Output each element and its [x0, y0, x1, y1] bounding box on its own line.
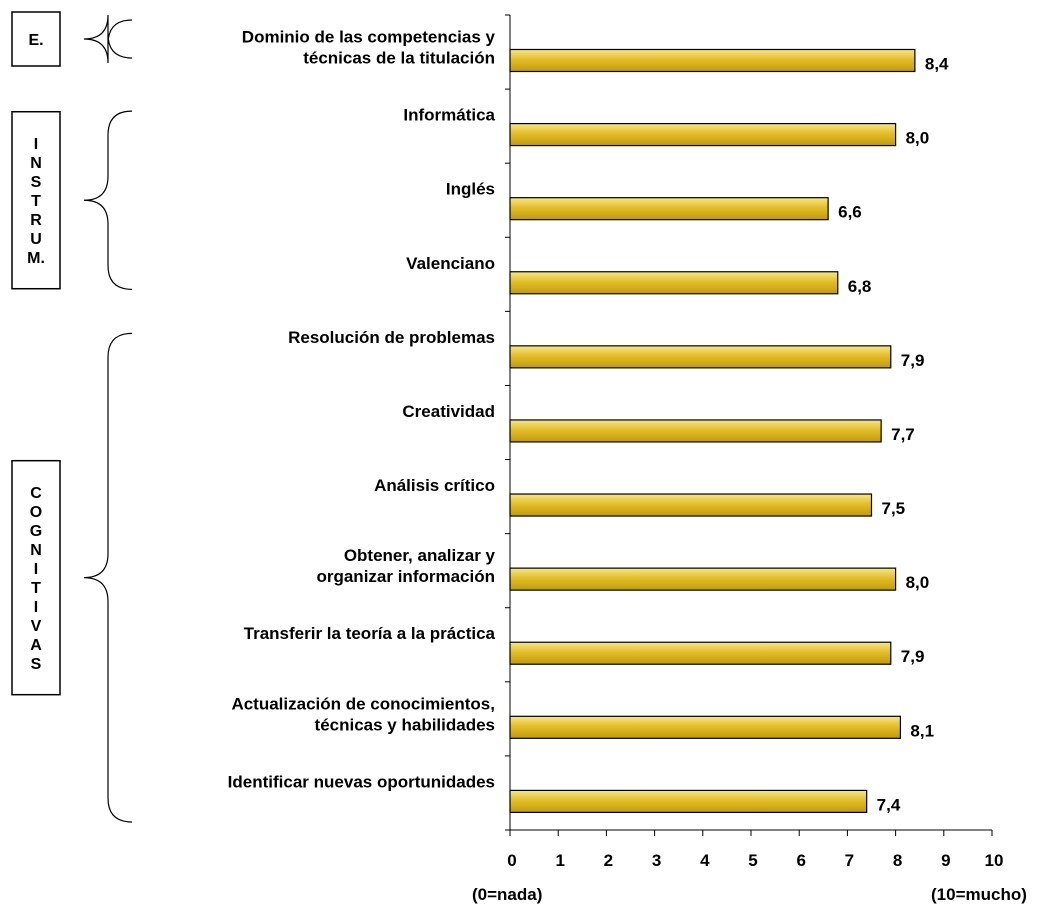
category-label: Transferir la teoría a la práctica — [244, 624, 496, 643]
value-labels: 8,4 8,0 6,6 6,8 7,9 7,7 7,5 8,0 7,9 8,1 7,4 — [838, 54, 949, 814]
group-letter: U — [30, 231, 42, 248]
x-tick-label: 8 — [893, 851, 902, 870]
x-tick-labels: 0 1 2 3 4 5 6 7 8 9 10 — [507, 851, 1003, 870]
group-letter: R — [30, 212, 42, 229]
category-label: Análisis crítico — [374, 476, 495, 495]
value-label: 8,0 — [906, 573, 930, 592]
bar — [509, 345, 892, 369]
group-bracket — [83, 110, 133, 290]
x-tick-label: 3 — [652, 851, 661, 870]
x-tick-label: 2 — [604, 851, 613, 870]
group-bracket — [83, 332, 133, 823]
value-label: 7,5 — [882, 499, 906, 518]
group-letter: T — [31, 193, 41, 210]
x-tick-label: 6 — [796, 851, 805, 870]
category-label: Obtener, analizar y organizar información — [316, 546, 495, 586]
x-tick-label: 0 — [507, 851, 516, 870]
x-tick-label: 5 — [748, 851, 757, 870]
x-tick-label: 7 — [845, 851, 854, 870]
group-letter: V — [31, 618, 42, 635]
group-letter: S — [31, 174, 42, 191]
group-letter: C — [30, 485, 42, 502]
group-letter: G — [30, 523, 42, 540]
bar — [509, 122, 897, 147]
category-labels: Dominio de las competencias y técnicas de… — [228, 27, 496, 791]
bar — [509, 419, 882, 443]
bar — [509, 48, 916, 73]
value-label: 7,9 — [901, 647, 925, 666]
category-label: Dominio de las competencias y técnicas de… — [242, 27, 496, 67]
category-label: Informática — [403, 106, 495, 125]
value-label: 6,6 — [838, 203, 862, 222]
category-label: Valenciano — [406, 254, 495, 273]
x-end-label-min: (0=nada) — [472, 885, 542, 904]
value-label: 7,4 — [877, 795, 901, 814]
group-letter: I — [34, 136, 38, 153]
value-label: 6,8 — [848, 277, 872, 296]
category-label: Creatividad — [402, 402, 495, 421]
x-tick-label: 9 — [941, 851, 950, 870]
bar — [509, 197, 829, 221]
bar — [509, 567, 897, 591]
group-letter: E. — [28, 32, 43, 49]
group-bracket — [83, 14, 133, 64]
value-label: 8,0 — [906, 129, 930, 148]
group-letter: T — [31, 580, 41, 597]
group-letter: O — [30, 504, 42, 521]
bar — [509, 493, 873, 517]
bar — [509, 641, 892, 665]
group-brackets — [83, 14, 133, 823]
group-letter: M. — [27, 250, 45, 267]
category-label: Identificar nuevas oportunidades — [228, 772, 495, 791]
bar — [509, 271, 839, 295]
group-letter: A — [30, 637, 42, 654]
x-tick-label: 4 — [700, 851, 710, 870]
category-label: Inglés — [446, 180, 495, 199]
value-label: 7,9 — [901, 351, 925, 370]
value-label: 8,4 — [925, 54, 949, 73]
group-letter: N — [30, 542, 42, 559]
bar — [509, 789, 868, 814]
group-letter: S — [31, 656, 42, 673]
group-letter: I — [34, 561, 38, 578]
group-letter: I — [34, 599, 38, 616]
x-tick-label: 1 — [555, 851, 564, 870]
group-box — [11, 110, 61, 290]
x-end-label-max: (10=mucho) — [931, 885, 1027, 904]
category-label: Resolución de problemas — [288, 328, 495, 347]
value-label: 7,7 — [891, 425, 915, 444]
group-box — [11, 459, 61, 696]
category-label: Actualización de conocimientos, técnicas … — [231, 694, 495, 734]
group-letter: N — [30, 155, 42, 172]
bar — [509, 715, 902, 739]
bars — [509, 48, 916, 814]
x-tick-label: 10 — [985, 851, 1004, 870]
group-box — [11, 11, 61, 67]
value-label: 8,1 — [910, 721, 934, 740]
